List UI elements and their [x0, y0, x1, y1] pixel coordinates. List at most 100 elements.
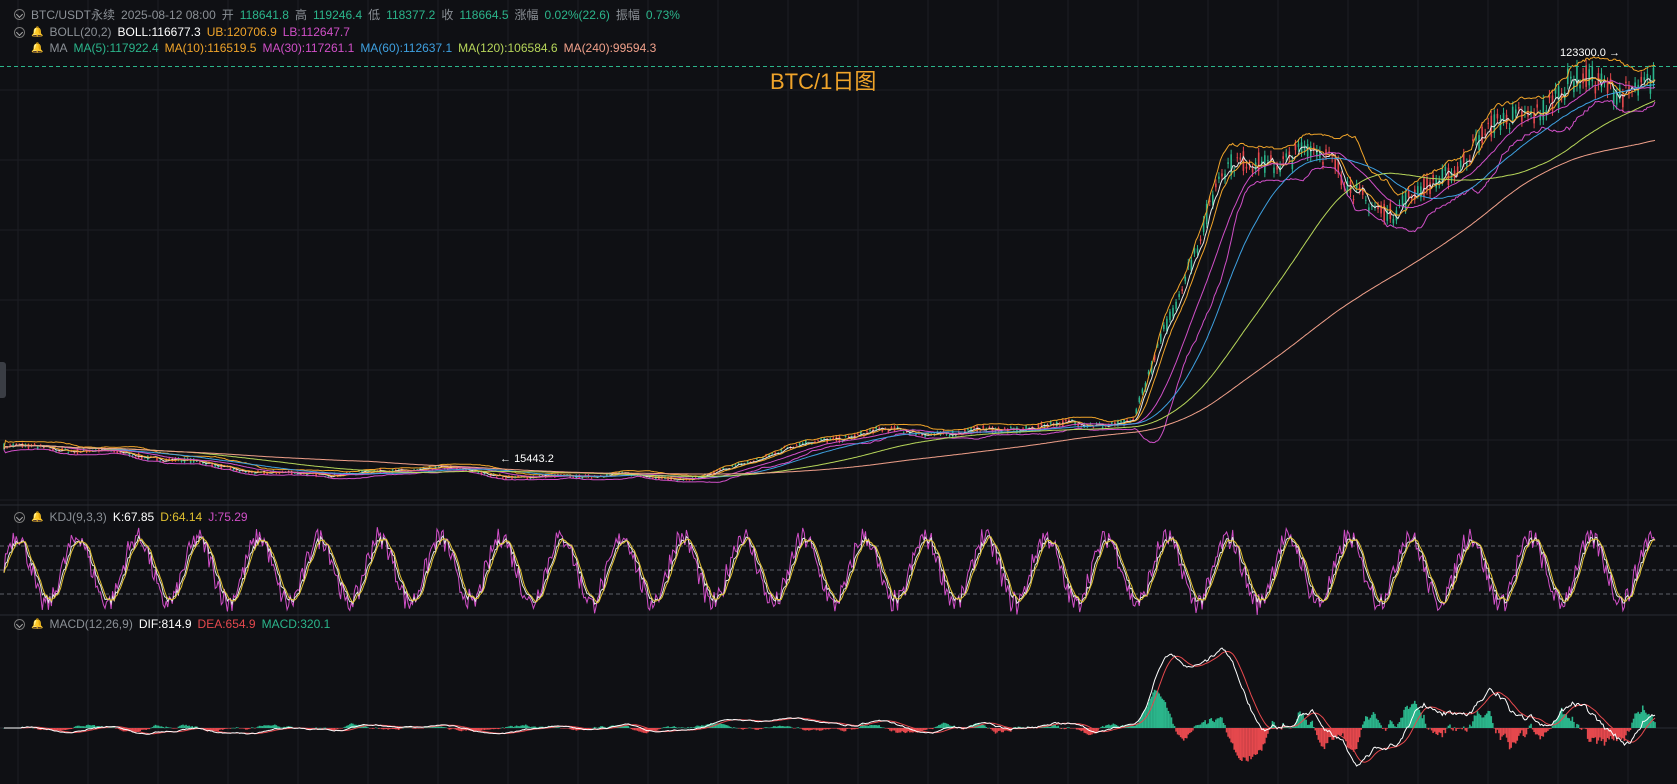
alert-bell-icon[interactable]: 🔔	[31, 511, 44, 523]
candle-body	[64, 448, 67, 450]
macd-histogram-bar	[1592, 728, 1595, 739]
macd-histogram-bar	[1544, 728, 1546, 733]
macd-histogram-bar	[1389, 720, 1392, 728]
macd-histogram-bar	[717, 723, 720, 728]
macd-histogram-bar	[1421, 718, 1424, 728]
candle-body	[1319, 150, 1321, 158]
alert-bell-icon[interactable]: 🔔	[31, 26, 44, 38]
macd-histogram-bar	[1493, 728, 1496, 729]
alert-bell-icon[interactable]: 🔔	[31, 618, 44, 630]
candle-body	[1374, 205, 1376, 207]
macd-histogram-bar	[589, 728, 591, 729]
macd-histogram-bar	[996, 728, 998, 733]
macd-histogram-bar	[1597, 728, 1600, 741]
macd-histogram-bar	[1068, 727, 1070, 728]
macd-histogram-bar	[945, 723, 948, 728]
macd-histogram-bar	[1363, 721, 1366, 728]
alert-bell-icon[interactable]: 🔔	[31, 42, 44, 54]
macd-histogram-bar	[495, 728, 498, 729]
macd-histogram-bar	[1622, 728, 1624, 739]
macd-histogram-bar	[480, 728, 483, 731]
candle-body	[159, 460, 161, 462]
macd-histogram-bar	[1251, 728, 1254, 757]
macd-histogram-bar	[881, 727, 884, 728]
macd-histogram-bar	[733, 727, 735, 728]
candle-body	[676, 480, 679, 482]
macd-histogram-bar	[745, 728, 747, 729]
macd-histogram-bar	[1444, 728, 1447, 734]
macd-histogram-bar	[1357, 728, 1359, 743]
macd-histogram-bar	[244, 728, 247, 730]
macd-histogram-bar	[1133, 725, 1136, 728]
macd-histogram-bar	[786, 726, 789, 728]
candle-body	[1456, 166, 1459, 173]
macd-histogram-bar	[1166, 707, 1168, 728]
macd-histogram-bar	[1427, 728, 1430, 730]
macd-histogram-bar	[59, 728, 62, 731]
macd-histogram-bar	[275, 725, 278, 728]
macd-histogram-bar	[212, 728, 215, 732]
macd-histogram-bar	[1632, 718, 1635, 728]
candle-body	[1337, 160, 1340, 174]
collapse-toggle-icon[interactable]	[14, 26, 25, 38]
macd-histogram-bar	[838, 728, 841, 730]
macd-histogram-bar	[463, 728, 466, 731]
macd-histogram-bar	[185, 724, 187, 728]
macd-histogram-bar	[414, 728, 417, 729]
candle-body	[1006, 429, 1009, 433]
macd-histogram-bar	[1297, 712, 1300, 728]
candle-body	[327, 476, 330, 478]
macd-histogram-bar	[1563, 714, 1566, 728]
macd-histogram-bar	[1366, 716, 1369, 728]
candle-body	[140, 456, 143, 459]
macd-histogram-bar	[335, 728, 337, 729]
ma5-value: MA(5):117922.4	[73, 41, 159, 55]
candle-body	[235, 468, 238, 471]
macd-histogram-bar	[873, 725, 876, 728]
macd-histogram-bar	[261, 726, 264, 728]
boll-mid-value: BOLL:116677.3	[117, 25, 201, 39]
macd-histogram-bar	[183, 725, 186, 728]
candle-body	[1117, 421, 1119, 426]
candle-body	[55, 451, 57, 453]
collapse-toggle-icon[interactable]	[14, 511, 25, 523]
macd-histogram-bar	[771, 727, 773, 728]
candle-body	[1420, 186, 1422, 198]
macd-histogram-bar	[830, 728, 833, 729]
macd-histogram-bar	[419, 728, 421, 729]
macd-histogram-bar	[166, 727, 169, 728]
panel-collapse-handle[interactable]	[0, 362, 6, 398]
macd-histogram-bar	[893, 728, 896, 731]
macd-histogram-bar	[1637, 711, 1639, 728]
macd-histogram-bar	[1084, 728, 1087, 734]
macd-histogram-bar	[916, 728, 919, 733]
macd-histogram-bar	[540, 726, 542, 728]
macd-histogram-bar	[371, 728, 374, 729]
candle-body	[1514, 109, 1517, 114]
candle-body	[1600, 73, 1603, 88]
macd-histogram-bar	[1224, 725, 1226, 728]
candle-body	[756, 458, 758, 460]
macd-histogram-bar	[436, 726, 438, 728]
macd-histogram-bar	[87, 724, 89, 728]
candle-body	[1548, 95, 1551, 99]
macd-histogram-bar	[944, 722, 946, 728]
macd-histogram-bar	[1562, 714, 1564, 728]
candle-body	[924, 434, 926, 437]
macd-histogram-bar	[1348, 728, 1350, 749]
macd-histogram-bar	[156, 725, 158, 728]
macd-histogram-bar	[1420, 712, 1422, 728]
macd-histogram-bar	[78, 725, 80, 728]
boll-upper-value: UB:120706.9	[206, 25, 277, 39]
macd-histogram-bar	[725, 725, 728, 728]
macd-histogram-bar	[1368, 719, 1370, 728]
candle-body	[1239, 157, 1242, 160]
macd-histogram-bar	[223, 728, 226, 730]
macd-histogram-bar	[316, 728, 319, 729]
collapse-toggle-icon[interactable]	[14, 618, 25, 630]
candle-body	[973, 427, 975, 429]
candle-body	[1049, 421, 1052, 424]
collapse-toggle-icon[interactable]	[14, 9, 25, 20]
macd-histogram-bar	[88, 725, 91, 728]
